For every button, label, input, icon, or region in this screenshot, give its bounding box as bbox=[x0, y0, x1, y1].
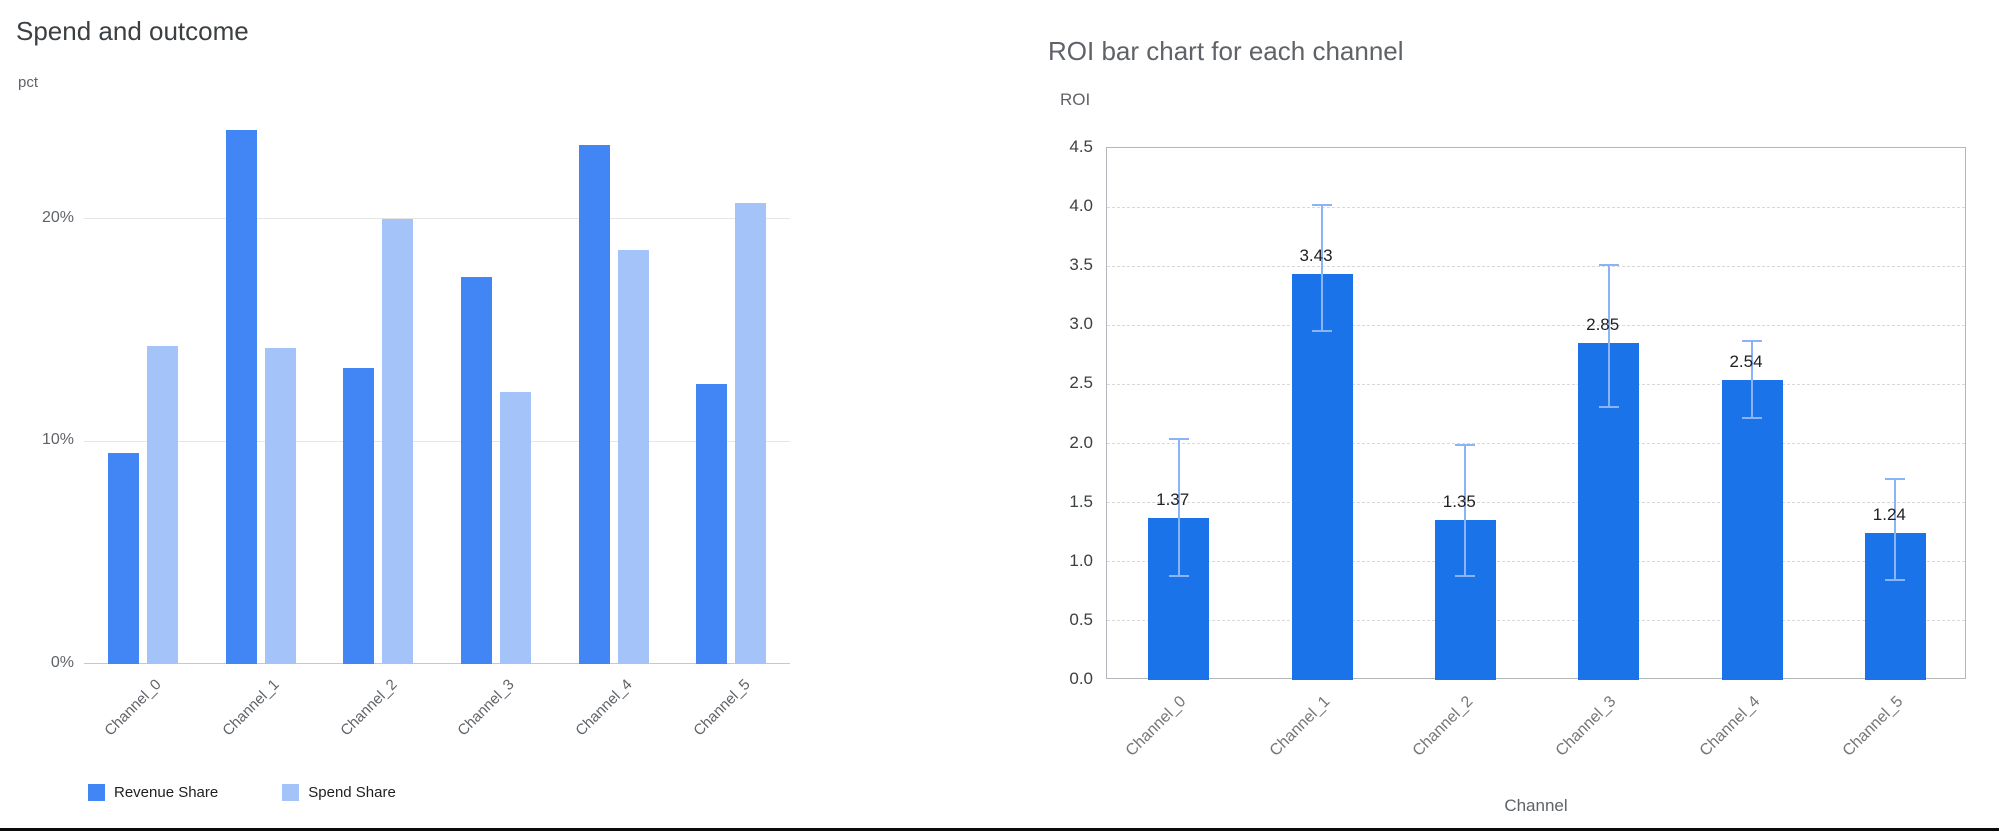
x-tick-label: Channel_0 bbox=[1122, 693, 1190, 760]
bar-spend-share[interactable] bbox=[264, 347, 296, 664]
spend-outcome-chart: Spend and outcome pct Revenue Share Spend… bbox=[16, 12, 816, 824]
gridline bbox=[1107, 502, 1965, 504]
bar-value-label: 2.85 bbox=[1586, 315, 1620, 335]
error-bar-cap-top bbox=[1885, 478, 1906, 481]
error-bar-cap-top bbox=[1168, 437, 1189, 440]
y-tick-label: 4.0 bbox=[1069, 196, 1093, 216]
error-bar-cap-top bbox=[1598, 264, 1619, 267]
bar-value-label: 1.37 bbox=[1156, 490, 1190, 510]
x-tick-label: Channel_1 bbox=[219, 676, 283, 740]
error-bar-line bbox=[1177, 438, 1180, 576]
bar-revenue-share[interactable] bbox=[343, 367, 375, 664]
error-bar-cap-top bbox=[1742, 339, 1762, 342]
x-tick-label: Channel_3 bbox=[454, 676, 518, 740]
bar-spend-share[interactable] bbox=[382, 218, 414, 664]
y-tick-label: 4.5 bbox=[1069, 137, 1093, 156]
legend-label: Revenue Share bbox=[114, 784, 219, 801]
y-tick-label: 3.0 bbox=[1069, 314, 1093, 334]
y-tick-label: 0% bbox=[50, 654, 74, 671]
y-tick-label: 1.0 bbox=[1069, 550, 1093, 570]
y-tick-label: 0.5 bbox=[1069, 609, 1093, 629]
right-y-axis-title: ROI bbox=[1060, 90, 1091, 109]
bar-revenue-share[interactable] bbox=[107, 452, 139, 664]
right-chart-title: ROI bar chart for each channel bbox=[1048, 36, 1404, 66]
left-chart-title: Spend and outcome bbox=[16, 16, 249, 46]
bar[interactable] bbox=[1291, 274, 1353, 680]
x-tick-label: Channel_3 bbox=[1552, 693, 1620, 760]
x-tick-label: Channel_5 bbox=[689, 676, 754, 740]
x-tick-label: Channel_5 bbox=[1839, 693, 1907, 760]
bar-spend-share[interactable] bbox=[146, 345, 178, 664]
bar[interactable] bbox=[1721, 379, 1783, 680]
bottom-border-line bbox=[0, 828, 1999, 831]
error-bar-line bbox=[1751, 340, 1753, 418]
error-bar-cap-top bbox=[1312, 203, 1332, 206]
y-tick-label: 20% bbox=[41, 208, 74, 226]
bar-revenue-share[interactable] bbox=[578, 145, 610, 664]
x-tick-label: Channel_4 bbox=[1696, 693, 1764, 760]
right-x-axis-title: Channel bbox=[1504, 796, 1568, 815]
error-bar-line bbox=[1607, 265, 1610, 407]
legend-swatch bbox=[88, 784, 105, 801]
error-bar-cap-bottom bbox=[1312, 330, 1332, 333]
bar-revenue-share[interactable] bbox=[460, 276, 492, 664]
y-tick-label: 3.5 bbox=[1069, 255, 1093, 275]
bar-value-label: 1.35 bbox=[1442, 492, 1476, 512]
x-axis-line bbox=[84, 663, 790, 664]
error-bar-cap-bottom bbox=[1885, 578, 1906, 581]
bar-value-label: 2.54 bbox=[1729, 351, 1763, 371]
error-bar-line bbox=[1464, 444, 1467, 576]
bar-revenue-share[interactable] bbox=[225, 129, 257, 664]
y-tick-label: 0.0 bbox=[1069, 669, 1093, 688]
gridline bbox=[84, 440, 790, 442]
error-bar-cap-bottom bbox=[1455, 574, 1476, 577]
x-tick-label: Channel_2 bbox=[1409, 693, 1477, 760]
gridline bbox=[1107, 324, 1965, 326]
x-tick-label: Channel_4 bbox=[572, 676, 636, 740]
bar-value-label: 3.43 bbox=[1299, 246, 1333, 266]
left-y-axis-title: pct bbox=[18, 74, 39, 91]
x-tick-label: Channel_2 bbox=[336, 676, 401, 740]
bar-value-label: 1.24 bbox=[1872, 505, 1906, 525]
y-tick-label: 10% bbox=[41, 431, 74, 449]
legend: Revenue Share Spend Share bbox=[88, 784, 396, 801]
plot-area bbox=[84, 112, 790, 664]
gridline bbox=[1107, 265, 1965, 267]
error-bar-cap-bottom bbox=[1742, 416, 1762, 419]
roi-chart: ROI bar chart for each channel ROI Chann… bbox=[1040, 20, 1990, 832]
legend-label: Spend Share bbox=[308, 784, 396, 801]
error-bar-cap-top bbox=[1455, 443, 1476, 446]
error-bar-cap-bottom bbox=[1168, 574, 1189, 577]
error-bar-line bbox=[1894, 479, 1897, 580]
gridline bbox=[1107, 383, 1965, 385]
gridline bbox=[1107, 561, 1965, 563]
bar-spend-share[interactable] bbox=[735, 203, 767, 664]
x-tick-label: Channel_1 bbox=[1266, 693, 1334, 760]
gridline bbox=[1107, 620, 1965, 622]
bar-spend-share[interactable] bbox=[499, 392, 531, 664]
y-tick-label: 1.5 bbox=[1069, 491, 1093, 511]
plot-area: 1.37 3.43 1.35 2.85 2.54 1.24 bbox=[1106, 147, 1966, 680]
legend-swatch bbox=[282, 784, 300, 801]
bar-revenue-share[interactable] bbox=[696, 383, 728, 664]
y-tick-label: 2.5 bbox=[1069, 373, 1093, 393]
error-bar-line bbox=[1321, 204, 1323, 332]
gridline bbox=[84, 218, 790, 220]
error-bar-cap-bottom bbox=[1598, 405, 1619, 408]
x-tick-label: Channel_0 bbox=[101, 676, 165, 740]
gridline bbox=[1107, 443, 1965, 445]
legend-item[interactable]: Spend Share bbox=[282, 784, 396, 801]
legend-item[interactable]: Revenue Share bbox=[88, 784, 218, 801]
gridline bbox=[1107, 206, 1965, 208]
bar-spend-share[interactable] bbox=[617, 250, 649, 664]
y-tick-label: 2.0 bbox=[1069, 432, 1093, 452]
